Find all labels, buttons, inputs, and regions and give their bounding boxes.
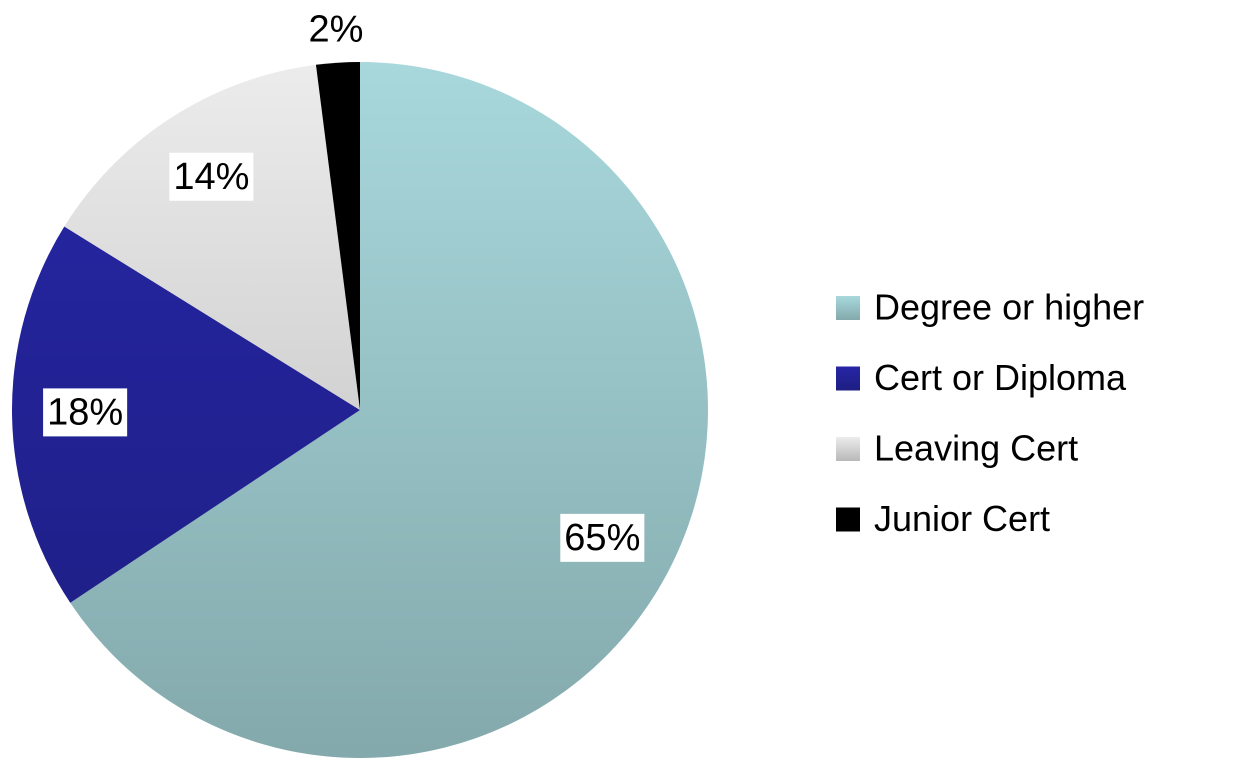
legend-swatch-shade (836, 437, 860, 461)
data-label-group: 65% (560, 513, 645, 562)
legend-swatch-shade (836, 366, 860, 391)
data-label-box (560, 513, 645, 562)
data-label: 2% (308, 8, 363, 50)
legend-label: Cert or Diploma (874, 357, 1127, 398)
data-label-group: 14% (169, 152, 254, 201)
legend-swatch-shade (836, 507, 860, 532)
legend-label: Degree or higher (874, 287, 1144, 328)
data-label-box (169, 152, 254, 201)
legend-label: Leaving Cert (874, 428, 1078, 469)
legend-label: Junior Cert (874, 498, 1050, 539)
legend-swatch-shade (836, 296, 860, 320)
data-label-box (43, 388, 128, 437)
data-label: 18% (47, 391, 123, 433)
data-label: 65% (564, 517, 640, 559)
data-label: 14% (173, 156, 249, 198)
data-label-group: 2% (308, 8, 363, 50)
data-label-group: 18% (43, 388, 128, 437)
